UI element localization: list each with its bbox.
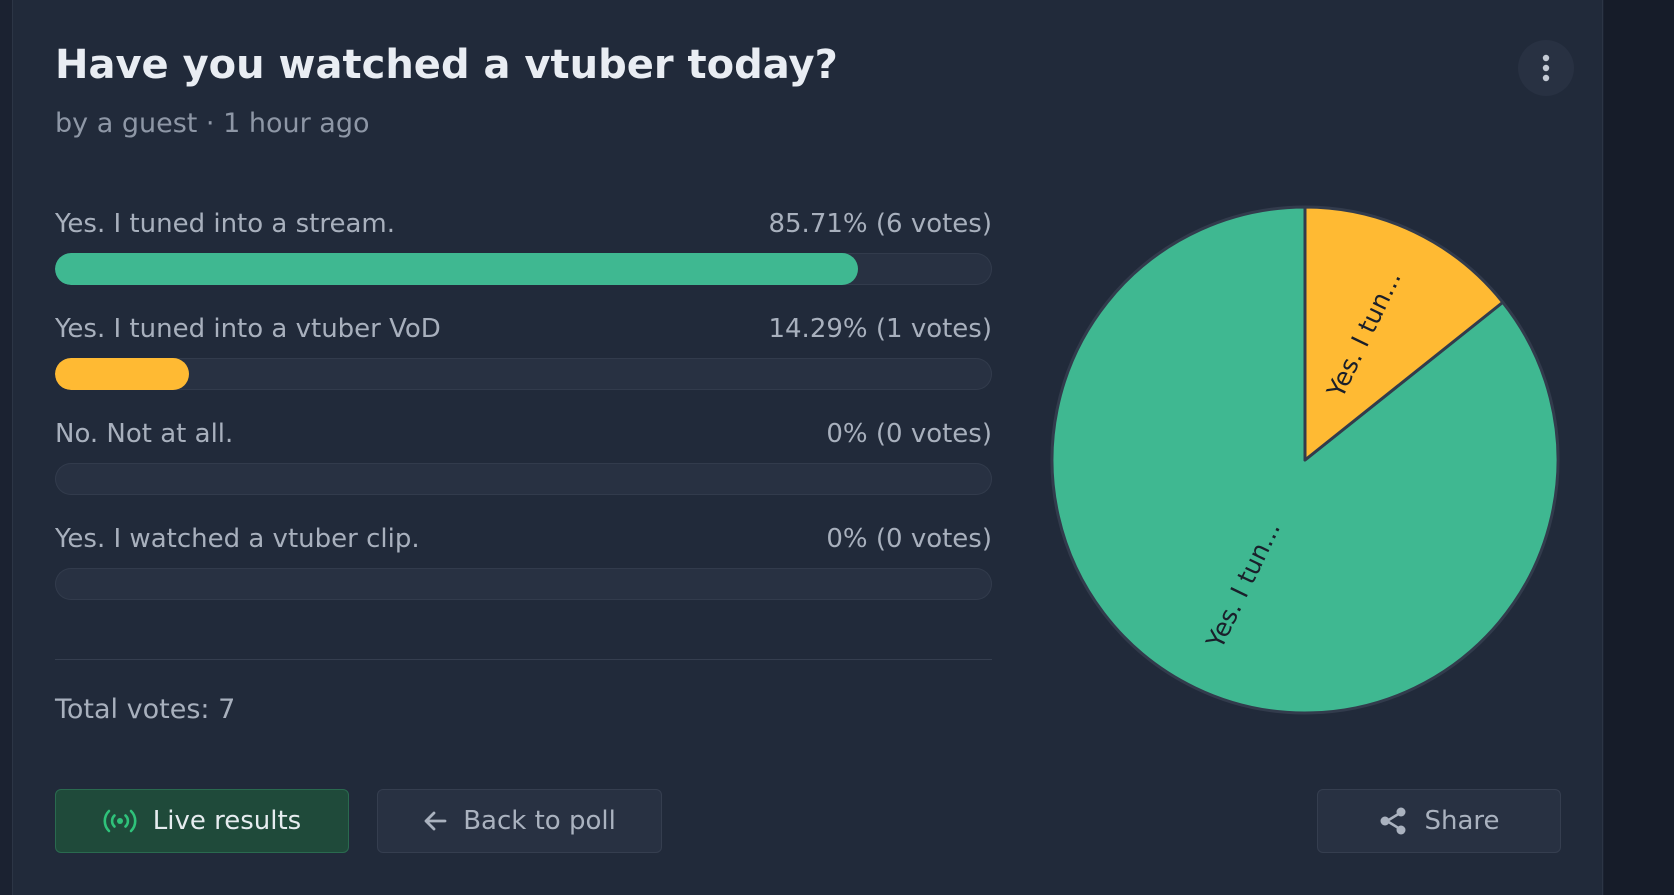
back-to-poll-label: Back to poll [463, 806, 616, 836]
results-pie-chart: Yes. I tun...Yes. I tun... [1050, 205, 1560, 715]
poll-title: Have you watched a vtuber today? [55, 42, 838, 88]
result-bar-fill [55, 358, 189, 390]
option-result: 0% (0 votes) [826, 419, 992, 449]
share-button[interactable]: Share [1317, 789, 1561, 853]
option-result: 14.29% (1 votes) [768, 314, 992, 344]
back-to-poll-button[interactable]: Back to poll [377, 789, 662, 853]
option-label: Yes. I tuned into a vtuber VoD [55, 314, 441, 344]
option-label: Yes. I watched a vtuber clip. [55, 524, 420, 554]
result-bar-track [55, 253, 992, 285]
more-options-button[interactable] [1518, 40, 1574, 96]
result-bar-track [55, 568, 992, 600]
divider [55, 659, 992, 660]
poll-meta: by a guest · 1 hour ago [55, 108, 370, 139]
pie-slice [1303, 205, 1505, 462]
poll-option: Yes. I tuned into a stream. 85.71% (6 vo… [55, 209, 992, 289]
poll-option: No. Not at all. 0% (0 votes) [55, 419, 992, 499]
share-label: Share [1424, 806, 1500, 836]
broadcast-icon [103, 809, 137, 833]
poll-option: Yes. I tuned into a vtuber VoD 14.29% (1… [55, 314, 992, 394]
share-icon [1380, 807, 1406, 835]
option-label: No. Not at all. [55, 419, 234, 449]
result-bar-fill [55, 253, 859, 285]
live-results-button[interactable]: Live results [55, 789, 349, 853]
option-label: Yes. I tuned into a stream. [55, 209, 395, 239]
more-vertical-icon [1542, 54, 1550, 82]
result-bar-track [55, 463, 992, 495]
option-result: 85.71% (6 votes) [768, 209, 992, 239]
right-background-strip [1604, 0, 1674, 895]
arrow-left-icon [424, 811, 447, 831]
poll-option: Yes. I watched a vtuber clip. 0% (0 vote… [55, 524, 992, 604]
result-bar-track [55, 358, 992, 390]
live-results-label: Live results [152, 806, 302, 836]
option-result: 0% (0 votes) [826, 524, 992, 554]
total-votes: Total votes: 7 [55, 694, 236, 725]
